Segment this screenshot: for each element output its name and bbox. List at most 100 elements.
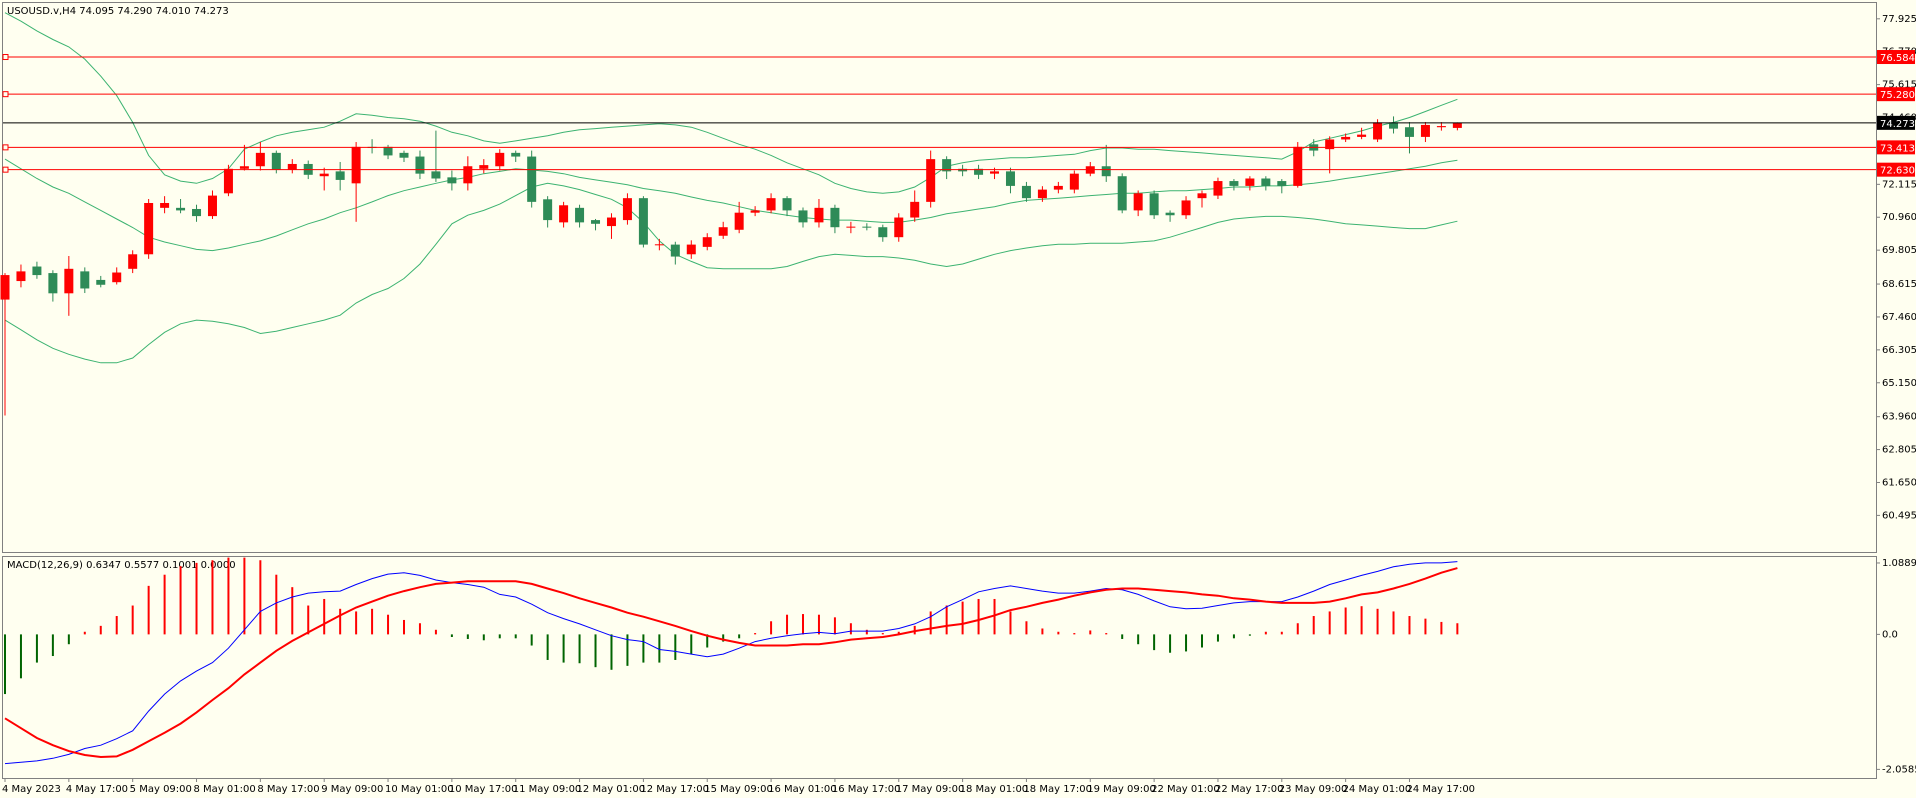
- level-label-box: [1877, 140, 1915, 155]
- candle-body: [990, 171, 1000, 174]
- candle-body: [1149, 193, 1159, 216]
- macd-line: [4, 567, 1458, 759]
- level-label-box: [1877, 115, 1915, 130]
- level-label: 74.273: [1880, 119, 1915, 130]
- candle-body: [878, 227, 888, 238]
- candle-body: [144, 202, 154, 255]
- macd-line: [4, 561, 1458, 765]
- candle-body: [702, 237, 712, 247]
- candle-body: [271, 152, 281, 170]
- candle-body: [1229, 181, 1239, 186]
- candle-body: [399, 152, 409, 158]
- x-tick-label: 16 May 17:00: [832, 784, 901, 795]
- candle-body: [1452, 122, 1462, 128]
- x-tick-label: 4 May 17:00: [66, 784, 128, 795]
- candle-body: [287, 163, 297, 170]
- candle-body: [766, 198, 776, 211]
- candle-body: [638, 198, 648, 245]
- candle-body: [862, 226, 872, 228]
- candle-body: [48, 273, 58, 294]
- y-tick-label: 70.960: [1882, 212, 1916, 223]
- x-tick-label: 22 May 17:00: [1215, 784, 1284, 795]
- x-tick-label: 19 May 09:00: [1087, 784, 1156, 795]
- candle-body: [846, 226, 856, 228]
- candle-body: [575, 207, 585, 223]
- candle-body: [1213, 181, 1223, 196]
- y-tick-label: 65.150: [1882, 378, 1916, 389]
- candle-body: [319, 173, 329, 177]
- x-tick-label: 11 May 09:00: [513, 784, 582, 795]
- level-marker: [2, 54, 9, 61]
- candle-body: [830, 207, 840, 228]
- candle-body: [1021, 185, 1031, 199]
- bollinger-lower: [4, 182, 1458, 364]
- candle-body: [1277, 181, 1287, 186]
- candle-body: [1101, 166, 1111, 177]
- candle-body: [351, 146, 361, 184]
- candle-body: [1117, 176, 1127, 211]
- candle-body: [654, 244, 664, 246]
- x-tick-label: 12 May 17:00: [640, 784, 709, 795]
- candle-body: [511, 152, 521, 157]
- candle-body: [686, 244, 696, 255]
- candle-body: [798, 210, 808, 223]
- candle-body: [479, 165, 489, 169]
- y-tick-label: 61.650: [1882, 477, 1916, 488]
- y-tick-label: 68.615: [1882, 279, 1916, 290]
- candle-body: [622, 198, 632, 221]
- candle-body: [1181, 200, 1191, 216]
- x-tick-label: 10 May 01:00: [385, 784, 454, 795]
- candle-body: [1005, 171, 1015, 186]
- candle-body: [64, 268, 74, 294]
- level-label: 75.280: [1880, 90, 1915, 101]
- level-label: 73.413: [1880, 143, 1915, 154]
- candle-body: [176, 207, 186, 211]
- candle-body: [431, 171, 441, 179]
- candle-body: [1069, 173, 1079, 190]
- candle-body: [495, 152, 505, 167]
- candle-body: [128, 254, 138, 269]
- candle-body: [910, 201, 920, 218]
- candle-body: [1373, 122, 1383, 140]
- candle-body: [463, 166, 473, 184]
- candle-body: [1133, 193, 1143, 211]
- candle-body: [1165, 212, 1175, 216]
- candle-body: [894, 217, 904, 238]
- x-tick-label: 24 May 01:00: [1343, 784, 1412, 795]
- candle-body: [160, 202, 170, 208]
- candle-body: [543, 199, 553, 221]
- x-tick-label: 10 May 17:00: [449, 784, 518, 795]
- level-label-box: [1877, 87, 1915, 102]
- candle-body: [1197, 193, 1207, 199]
- candle-body: [255, 152, 265, 167]
- x-tick-label: 23 May 09:00: [1279, 784, 1348, 795]
- candle-body: [782, 198, 792, 211]
- level-marker: [2, 166, 9, 173]
- candle-body: [239, 166, 249, 169]
- candle-body: [606, 217, 616, 227]
- candle-body: [1245, 178, 1255, 186]
- candle-body: [383, 146, 393, 156]
- candle-body: [1341, 136, 1351, 140]
- candle-body: [207, 195, 217, 217]
- candle-body: [1420, 124, 1430, 137]
- level-label: 72.630: [1880, 166, 1915, 177]
- candle-body: [1325, 139, 1335, 150]
- candle-body: [670, 244, 680, 257]
- y-tick-label: 60.495: [1882, 510, 1916, 521]
- level-label-box: [1877, 162, 1915, 177]
- candle-body: [559, 205, 569, 223]
- y-tick-label: 62.805: [1882, 445, 1916, 456]
- candle-body: [415, 156, 425, 174]
- candle-body: [750, 210, 760, 213]
- x-tick-label: 5 May 09:00: [130, 784, 192, 795]
- level-marker: [2, 144, 9, 151]
- chart-title: USOUSD.v,H4 74.095 74.290 74.010 74.273: [7, 6, 229, 17]
- level-label-box: [1877, 50, 1915, 65]
- macd-panel: [2, 556, 1877, 779]
- candle-body: [974, 168, 984, 175]
- candle-body: [1037, 189, 1047, 199]
